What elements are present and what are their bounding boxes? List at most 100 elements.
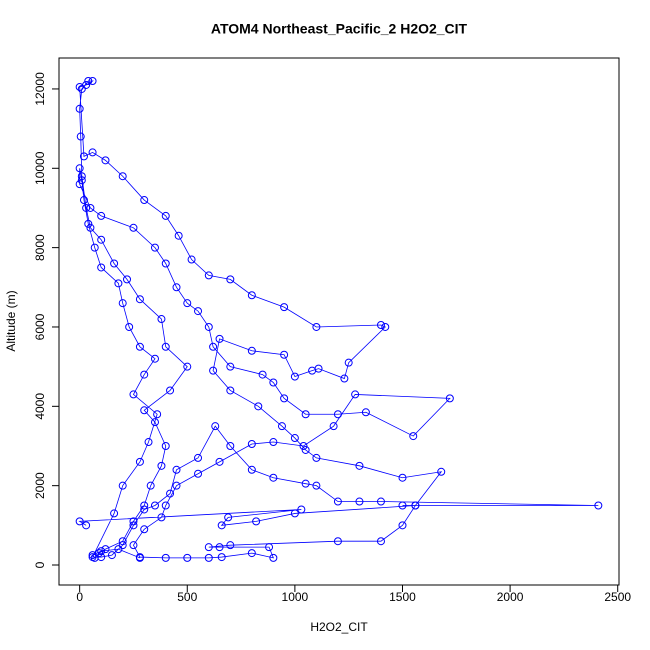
data-point [97,235,106,244]
data-point [376,497,385,506]
data-point [226,275,235,284]
y-tick-label: 10000 [33,151,47,185]
data-point [290,434,299,443]
data-point [258,370,267,379]
data-point [79,152,88,161]
data-point [194,469,203,478]
data-point [280,394,289,403]
data-point [355,461,364,470]
data-point [409,432,418,441]
data-point [166,489,175,498]
data-point [183,362,192,371]
data-point [97,547,106,556]
data-point [344,358,353,367]
data-point [75,180,84,189]
data-point [290,372,299,381]
data-point [114,279,123,288]
data-point [224,513,233,522]
y-tick-label: 12000 [33,72,47,106]
data-point [140,196,149,205]
data-point [299,441,308,450]
data-point [411,501,420,510]
data-point [329,422,338,431]
data-point [77,176,86,185]
data-point [247,346,256,355]
data-point [594,501,603,510]
data-point [217,521,226,530]
data-point [174,231,183,240]
data-point [269,378,278,387]
data-point [88,148,97,157]
data-point [277,422,286,431]
data-point [226,441,235,450]
data-point [75,104,84,113]
data-point [140,505,149,514]
data-point [118,481,127,490]
chart-title: ATOM4 Northeast_Pacific_2 H2O2_CIT [211,21,468,37]
data-point [135,295,144,304]
x-axis-label: H2O2_CIT [310,620,368,634]
x-tick-label: 1500 [389,590,416,604]
data-point [172,283,181,292]
data-point [86,223,95,232]
data-point [82,521,91,530]
data-point [153,410,162,419]
data-point [140,501,149,510]
data-point [118,299,127,308]
data-point [97,211,106,220]
data-point [376,537,385,546]
data-point [150,501,159,510]
data-point [157,461,166,470]
data-point [340,374,349,383]
data-point [226,362,235,371]
data-point [312,481,321,490]
data-point [351,390,360,399]
data-point [172,481,181,490]
y-tick-label: 2000 [33,472,47,499]
data-point [194,307,203,316]
data-point [297,505,306,514]
data-point [88,553,97,562]
data-point [204,553,213,562]
data-point [129,541,138,550]
data-point [140,406,149,415]
data-point [204,322,213,331]
data-point [77,84,86,93]
data-point [110,259,119,268]
data-point [217,553,226,562]
x-tick-label: 0 [76,590,83,604]
data-point [135,553,144,562]
data-point [194,453,203,462]
data-point [172,465,181,474]
data-point [211,422,220,431]
data-point [157,513,166,522]
data-point [437,467,446,476]
data-point [215,543,224,552]
data-point [215,457,224,466]
data-point [129,223,138,232]
data-point [381,322,390,331]
data-point [86,203,95,212]
data-point [150,354,159,363]
data-point [90,243,99,252]
data-point [140,370,149,379]
data-point [82,203,91,212]
data-point [333,537,342,546]
data-point [398,473,407,482]
data-point [101,545,110,554]
data-point [129,517,138,526]
data-point [157,315,166,324]
data-point [77,172,86,181]
data-point [312,322,321,331]
y-tick-label: 0 [33,561,47,568]
data-point [161,342,170,351]
y-tick-label: 8000 [33,234,47,261]
data-point [183,299,192,308]
data-point [118,537,127,546]
y-tick-label: 4000 [33,393,47,420]
data-point [84,219,93,228]
data-point [187,255,196,264]
data-point [107,551,116,560]
data-point [269,553,278,562]
data-point [150,243,159,252]
